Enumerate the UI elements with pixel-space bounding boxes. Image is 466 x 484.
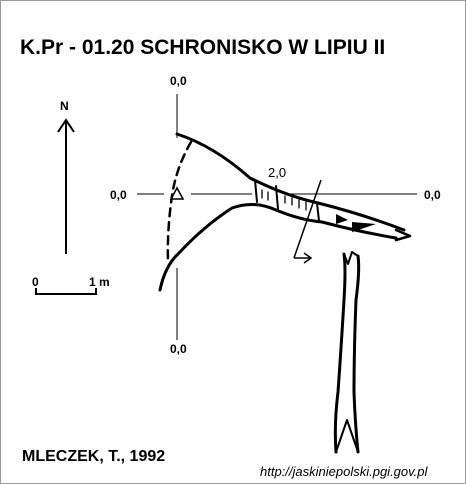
section-cut-arrow-icon (293, 179, 322, 264)
author-credit: MLECZEK, T., 1992 (22, 448, 165, 465)
height-mark: 2,0 (268, 165, 286, 180)
scale-bar (35, 288, 97, 295)
slope-markers (336, 214, 376, 232)
source-url: http://jaskiniepolski.pgi.gov.pl (260, 464, 429, 479)
map-title: K.Pr - 01.20 SCHRONISKO W LIPIU II (20, 36, 385, 59)
axis-label-left: 0,0 (110, 188, 127, 202)
scale-start-label: 0 (32, 275, 39, 289)
north-arrow-icon (57, 118, 75, 254)
cave-profile (333, 251, 361, 454)
axis-label-right: 0,0 (424, 188, 441, 202)
section-axes (137, 94, 417, 340)
survey-point-icon (169, 186, 185, 200)
cave-plan (158, 132, 412, 292)
scale-end-label: 1 m (89, 275, 110, 289)
axis-label-top: 0,0 (170, 74, 187, 88)
axis-label-bottom: 0,0 (170, 342, 187, 356)
north-label: N (60, 99, 69, 113)
